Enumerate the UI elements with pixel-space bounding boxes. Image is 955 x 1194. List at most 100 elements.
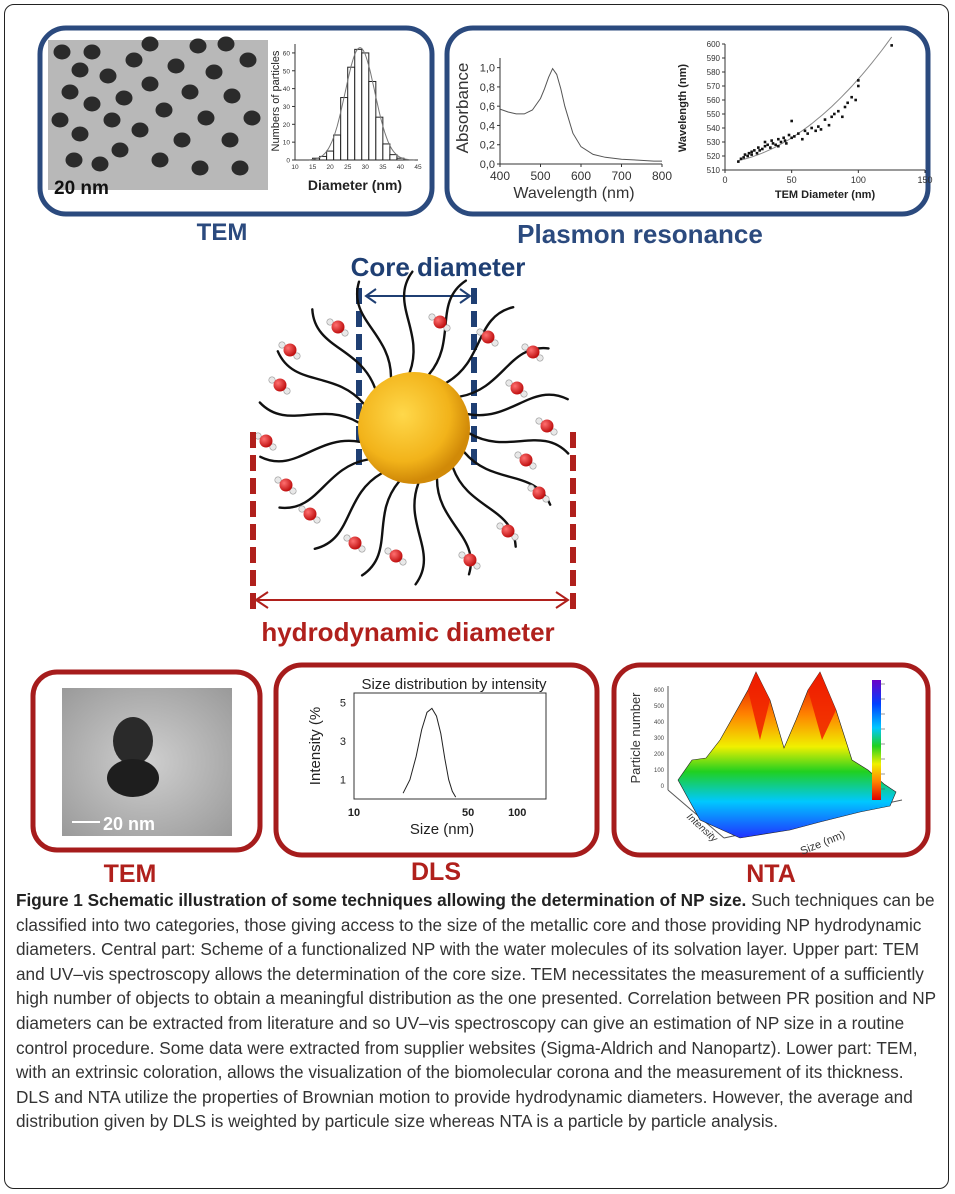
histogram-fit-line — [309, 47, 415, 161]
water-oxygen — [481, 330, 495, 344]
histogram-x-tick-label: 35 — [379, 164, 387, 171]
scatter-y-tick-label: 570 — [707, 82, 721, 91]
nta-ticks: 0 100 200 300 400 500 600 — [654, 688, 665, 790]
scatter-point — [763, 144, 767, 148]
water-molecule — [278, 341, 301, 360]
water-hydrogen — [443, 324, 451, 332]
nta-y-axis — [667, 789, 725, 839]
water-hydrogen — [326, 318, 334, 326]
ligand-chain — [413, 482, 426, 586]
nta-z-label: Particle number — [628, 692, 643, 784]
scatter-y-tick-label: 530 — [707, 138, 721, 147]
caption-body: Such techniques can be classified into t… — [16, 890, 936, 1132]
histogram-y-tick-label: 60 — [283, 50, 291, 57]
scatter-points — [737, 44, 893, 163]
water-hydrogen — [521, 343, 529, 351]
water-molecule — [298, 505, 321, 524]
hydro-arrow-left-head — [254, 591, 269, 609]
water-hydrogen — [358, 545, 366, 553]
tem-top-scale-label: 20 nm — [54, 178, 109, 199]
tem-particle — [91, 156, 109, 172]
tem-particle — [173, 132, 191, 148]
water-hydrogen — [476, 328, 484, 336]
water-hydrogen — [529, 462, 537, 470]
water-hydrogen — [428, 313, 436, 321]
scatter-x-tick-label: 0 — [722, 175, 727, 185]
tem-particle — [83, 96, 101, 112]
water-molecule — [268, 376, 291, 395]
tem-particle — [125, 52, 143, 68]
histogram-y-label: Numbers of particles — [270, 50, 282, 151]
tem-particle — [221, 132, 239, 148]
histogram-x-tick-label: 15 — [309, 164, 317, 171]
water-oxygen — [283, 343, 297, 357]
histogram-bar — [347, 66, 356, 161]
tem-particle — [197, 110, 215, 126]
water-oxygen — [303, 507, 317, 521]
scatter-point — [761, 147, 764, 151]
scatter-x-label: TEM Diameter (nm) — [775, 189, 876, 201]
tem-particle — [83, 44, 101, 60]
water-hydrogen — [343, 534, 351, 542]
water-hydrogen — [384, 547, 392, 555]
dls-curve — [402, 707, 457, 798]
scatter-y-tick-label: 550 — [707, 110, 721, 119]
histogram-bar — [389, 154, 398, 161]
tem-particle — [217, 36, 235, 52]
scatter-point — [890, 44, 893, 47]
absorbance-ticks: 0,0 0,2 0,4 0,6 0,8 1,0 400 500 600 700 800 — [480, 63, 673, 183]
tem-particle — [53, 44, 71, 60]
scatter-point — [750, 153, 753, 156]
water-hydrogen — [268, 376, 276, 384]
water-hydrogen — [278, 341, 286, 349]
water-molecule — [535, 417, 558, 436]
water-oxygen — [526, 345, 540, 359]
dls-title: Size distribution by intensity — [361, 676, 547, 693]
scatter-point — [827, 123, 831, 127]
tem-particle — [239, 52, 257, 68]
tem-particle — [99, 68, 117, 84]
scatter-y-tick-label: 520 — [707, 152, 721, 161]
scatter-point — [806, 132, 809, 135]
tem-particles — [51, 36, 261, 176]
water-oxygen — [273, 378, 287, 392]
scatter-point — [753, 149, 756, 152]
scatter-point — [743, 153, 747, 156]
water-hydrogen — [298, 505, 306, 513]
water-hydrogen — [293, 352, 301, 360]
histogram-bar — [354, 48, 363, 161]
water-hydrogen — [269, 443, 277, 451]
nta-z-tick-label: 100 — [654, 768, 665, 774]
water-hydrogen — [514, 451, 522, 459]
water-molecule — [274, 476, 297, 495]
water-hydrogen — [527, 484, 535, 492]
ligand-chain — [445, 306, 515, 384]
tem-particle — [181, 84, 199, 100]
scatter-fit-line — [738, 36, 893, 162]
absorbance-y-tick-label: 0,8 — [480, 82, 495, 94]
water-hydrogen — [289, 487, 297, 495]
dls-plot-frame — [353, 692, 547, 800]
gold-nanoparticle — [358, 372, 470, 484]
plasmon-caption: Plasmon resonance — [517, 219, 763, 249]
tem-particle — [205, 64, 223, 80]
ligand-chain — [402, 270, 415, 374]
scatter-point — [769, 146, 772, 149]
histogram-x-label: Diameter (nm) — [308, 177, 402, 193]
dls-caption: DLS — [411, 858, 461, 885]
water-hydrogen — [520, 390, 528, 398]
tem-particle — [103, 112, 121, 128]
water-oxygen — [540, 419, 554, 433]
histogram-bar — [326, 150, 335, 161]
core-arrow-left-head — [364, 288, 377, 304]
water-oxygen — [463, 553, 477, 567]
scatter-point — [770, 139, 773, 142]
absorbance-y-tick-label: 0,2 — [480, 140, 495, 152]
tem-bottom-panel: 20 nm — [30, 669, 263, 853]
water-molecules — [254, 313, 558, 570]
scatter-point — [750, 150, 753, 154]
scatter-point — [790, 119, 793, 123]
